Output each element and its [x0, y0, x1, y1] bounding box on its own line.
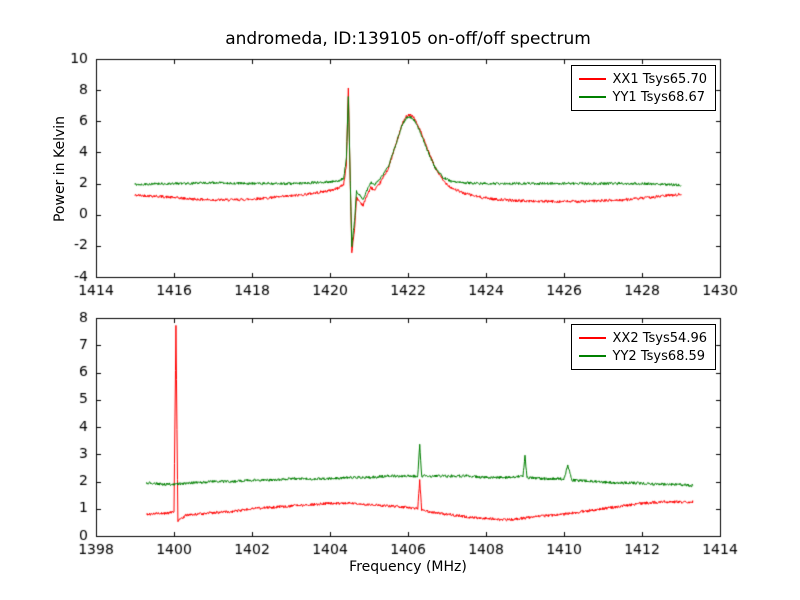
legend-label: XX2 Tsys54.96 [612, 330, 707, 346]
legend-line-sample [578, 96, 606, 98]
y-axis-label-top: Power in Kelvin [52, 115, 68, 223]
legend-entry: YY2 Tsys68.59 [578, 347, 707, 365]
legend-line-sample [578, 355, 606, 357]
legend-entry: XX1 Tsys65.70 [578, 70, 707, 88]
legend-line-sample [578, 337, 606, 339]
legend-line-sample [578, 78, 606, 80]
legend-label: YY2 Tsys68.59 [612, 348, 706, 364]
legend-label: XX1 Tsys65.70 [612, 71, 707, 87]
legend-top: XX1 Tsys65.70 YY1 Tsys68.67 [570, 65, 716, 111]
legend-entry: YY1 Tsys68.67 [578, 88, 707, 106]
legend-label: YY1 Tsys68.67 [612, 89, 706, 105]
legend-entry: XX2 Tsys54.96 [578, 329, 707, 347]
chart-title: andromeda, ID:139105 on-off/off spectrum [225, 29, 591, 49]
x-axis-label-bottom: Frequency (MHz) [349, 559, 467, 575]
legend-bottom: XX2 Tsys54.96 YY2 Tsys68.59 [570, 324, 716, 370]
